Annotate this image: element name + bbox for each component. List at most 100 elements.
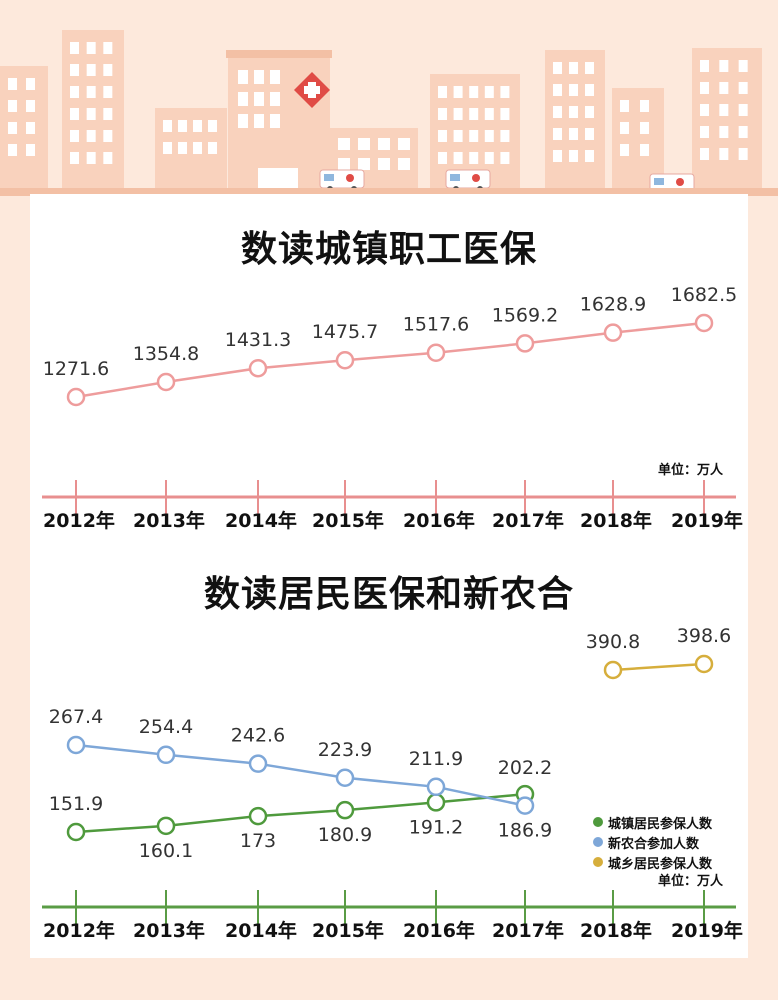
resident-data-point-ncms bbox=[426, 777, 446, 797]
resident-data-point-ncms bbox=[66, 735, 86, 755]
building-window bbox=[438, 130, 447, 142]
employee-x-tick-label: 2014年 bbox=[225, 509, 297, 532]
building-window bbox=[103, 130, 113, 142]
resident-chart: 151.9 160.1 173 180.9 191.2 202.2 267.4 254.4 24… bbox=[42, 625, 743, 942]
employee-data-point bbox=[66, 387, 86, 407]
employee-x-tick-label: 2013年 bbox=[133, 509, 205, 532]
legend-swatch-urban-rural bbox=[593, 857, 603, 867]
resident-x-tick-label: 2017年 bbox=[492, 919, 564, 942]
resident-data-point-urban bbox=[426, 793, 446, 812]
building-window bbox=[500, 108, 510, 120]
building-window bbox=[738, 126, 748, 138]
hospital-window bbox=[270, 114, 280, 128]
hospital-cross-icon bbox=[304, 86, 320, 94]
building-window bbox=[193, 120, 202, 132]
legend-item-urban-rural: 城乡居民参保人数 bbox=[593, 852, 712, 872]
building-window bbox=[620, 144, 629, 156]
building-window bbox=[438, 86, 447, 98]
building-window bbox=[26, 100, 35, 112]
building-window bbox=[585, 84, 594, 96]
building-window bbox=[569, 106, 578, 118]
resident-x-tick-label: 2018年 bbox=[580, 919, 652, 942]
hospital-window bbox=[398, 158, 410, 170]
building-window bbox=[738, 60, 748, 72]
hospital-window bbox=[270, 92, 280, 106]
building-window bbox=[500, 86, 510, 98]
building-window bbox=[8, 100, 17, 112]
building-window bbox=[569, 62, 578, 74]
resident-data-label-ncms: 242.6 bbox=[231, 725, 285, 747]
hospital-window bbox=[378, 138, 390, 150]
resident-series-line-urban-rural bbox=[612, 662, 705, 672]
building-window bbox=[469, 86, 479, 98]
hospital-window bbox=[378, 158, 390, 170]
resident-data-label-ncms: 211.9 bbox=[409, 748, 463, 770]
building-window bbox=[585, 128, 594, 140]
building-window bbox=[553, 62, 562, 74]
hospital-roof bbox=[226, 50, 332, 58]
employee-x-tick-label: 2018年 bbox=[580, 509, 652, 532]
building-window bbox=[86, 42, 96, 54]
building-window bbox=[553, 128, 562, 140]
building-window bbox=[70, 152, 79, 164]
resident-unit-label: 单位：万人 bbox=[658, 874, 724, 889]
building-window bbox=[103, 42, 113, 54]
building-window bbox=[26, 78, 35, 90]
resident-data-label-urban-rural: 398.6 bbox=[677, 625, 731, 647]
building-window bbox=[719, 148, 729, 160]
resident-data-point-urban bbox=[66, 822, 86, 842]
building-window bbox=[620, 122, 629, 134]
employee-x-tick-label: 2017年 bbox=[492, 509, 564, 532]
building-window bbox=[103, 64, 113, 76]
resident-data-label-ncms: 223.9 bbox=[318, 739, 372, 761]
resident-data-label-urban-rural: 390.8 bbox=[586, 631, 640, 653]
building-window bbox=[86, 130, 96, 142]
legend-label-urban-rural: 城乡居民参保人数 bbox=[608, 856, 713, 872]
resident-data-point-urban bbox=[156, 816, 176, 836]
building-window bbox=[438, 108, 447, 120]
building-window bbox=[738, 104, 748, 116]
building-window bbox=[103, 86, 113, 98]
building-window bbox=[640, 144, 649, 156]
building-window bbox=[453, 86, 463, 98]
resident-data-label-ncms: 267.4 bbox=[49, 706, 103, 728]
building-window bbox=[193, 142, 202, 154]
building-window bbox=[585, 106, 594, 118]
building-window bbox=[86, 64, 96, 76]
resident-data-point-urban bbox=[248, 806, 268, 826]
legend-item-urban: 城镇居民参保人数 bbox=[593, 812, 712, 832]
building-window bbox=[469, 130, 479, 142]
employee-data-label: 1628.9 bbox=[580, 294, 646, 316]
building-window bbox=[438, 152, 447, 164]
hospital-window bbox=[238, 92, 248, 106]
building-window bbox=[738, 148, 748, 160]
resident-x-tick-label: 2013年 bbox=[133, 919, 205, 942]
building-window bbox=[700, 82, 709, 94]
building-window bbox=[640, 122, 649, 134]
employee-data-point bbox=[694, 313, 714, 333]
building-window bbox=[719, 82, 729, 94]
building-window bbox=[569, 84, 578, 96]
building-window bbox=[640, 100, 649, 112]
building-window bbox=[453, 130, 463, 142]
resident-data-label-urban: 173 bbox=[240, 830, 276, 852]
hospital-window bbox=[238, 70, 248, 84]
resident-data-label-ncms: 186.9 bbox=[498, 820, 552, 842]
resident-series-line-ncms bbox=[75, 743, 526, 807]
building-window bbox=[569, 128, 578, 140]
building-window bbox=[26, 144, 35, 156]
building-window bbox=[86, 86, 96, 98]
building-window bbox=[26, 122, 35, 134]
building-window bbox=[178, 120, 187, 132]
hospital-window bbox=[398, 138, 410, 150]
resident-data-label-urban: 151.9 bbox=[49, 793, 103, 815]
hospital-window bbox=[338, 138, 350, 150]
employee-data-label: 1475.7 bbox=[312, 321, 378, 343]
hospital-window bbox=[254, 114, 264, 128]
building-window bbox=[70, 108, 79, 120]
resident-data-label-urban: 202.2 bbox=[498, 757, 552, 779]
building-window bbox=[70, 42, 79, 54]
resident-data-label-urban: 180.9 bbox=[318, 824, 372, 846]
building-window bbox=[700, 60, 709, 72]
